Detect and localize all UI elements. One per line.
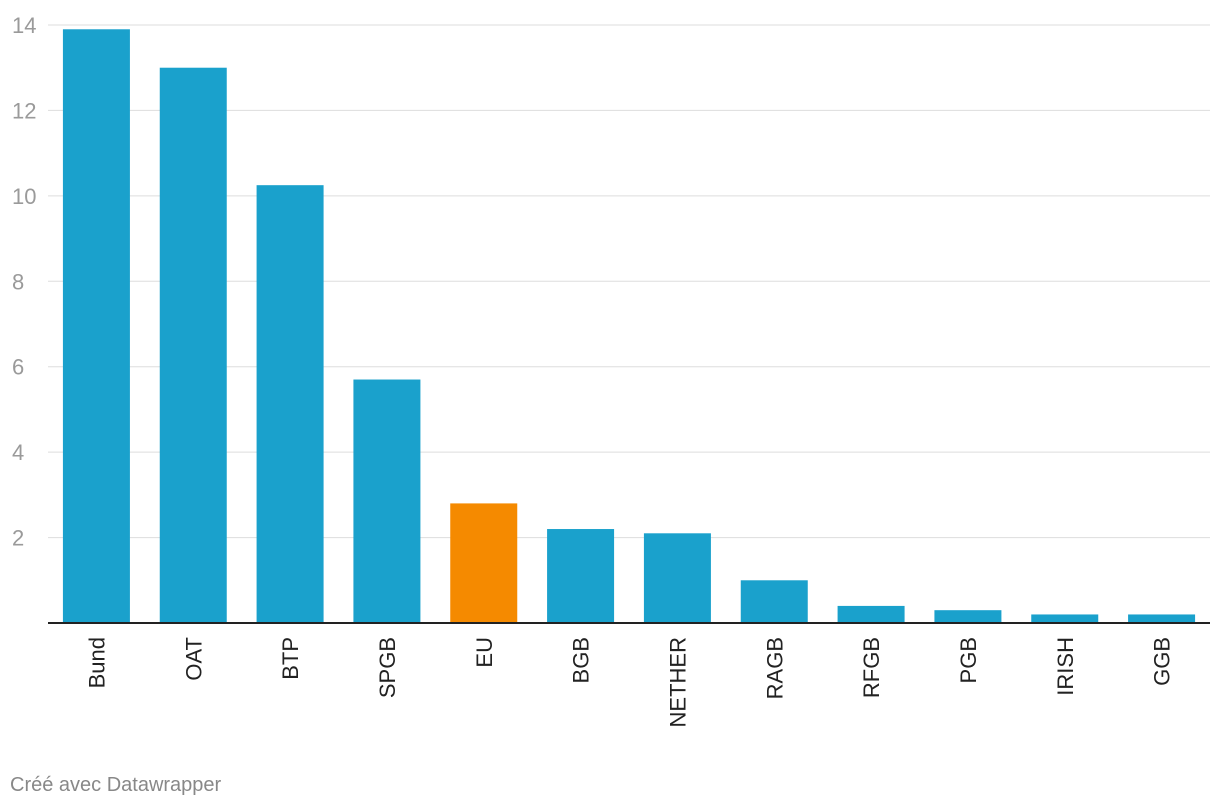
x-axis: Bund OAT BTP SPGB EU BGB NETHER RAGB RFGB PGB IRIS…	[84, 637, 1174, 727]
y-tick-label: 4	[12, 440, 24, 465]
bar-nether	[643, 533, 711, 623]
bar-oat	[159, 67, 227, 623]
bar-ggb	[1128, 614, 1196, 623]
bar-spgb	[353, 379, 421, 623]
y-tick-label: 2	[12, 526, 24, 551]
gridlines	[48, 24, 1210, 539]
y-tick-label: 10	[12, 184, 36, 209]
y-tick-label: 8	[12, 269, 24, 294]
bars	[62, 29, 1196, 624]
y-axis: 2 4 6 8 10 12 14	[12, 13, 36, 551]
bar-pgb	[934, 610, 1002, 623]
x-tick-label: BGB	[569, 637, 594, 683]
x-tick-label: Bund	[84, 637, 109, 688]
x-tick-label: RFGB	[859, 637, 884, 698]
x-tick-label: SPGB	[375, 637, 400, 698]
x-tick-label: BTP	[278, 637, 303, 680]
y-tick-label: 12	[12, 98, 36, 123]
x-tick-label: IRISH	[1053, 637, 1078, 696]
bar-irish	[1031, 614, 1099, 623]
y-tick-label: 6	[12, 355, 24, 380]
x-tick-label: RAGB	[762, 637, 787, 699]
bar-bgb	[547, 529, 615, 623]
y-tick-label: 14	[12, 13, 36, 38]
bar-eu	[450, 503, 518, 623]
x-tick-label: PGB	[956, 637, 981, 683]
footer-credit: Créé avec Datawrapper	[10, 774, 222, 796]
x-tick-label: NETHER	[665, 637, 690, 727]
bar-ragb	[740, 580, 808, 623]
x-tick-label: GGB	[1150, 637, 1175, 686]
bar-rfgb	[837, 605, 905, 623]
bar-bund	[62, 29, 130, 624]
x-tick-label: OAT	[181, 637, 206, 681]
bar-btp	[256, 185, 324, 623]
x-tick-label: EU	[472, 637, 497, 668]
